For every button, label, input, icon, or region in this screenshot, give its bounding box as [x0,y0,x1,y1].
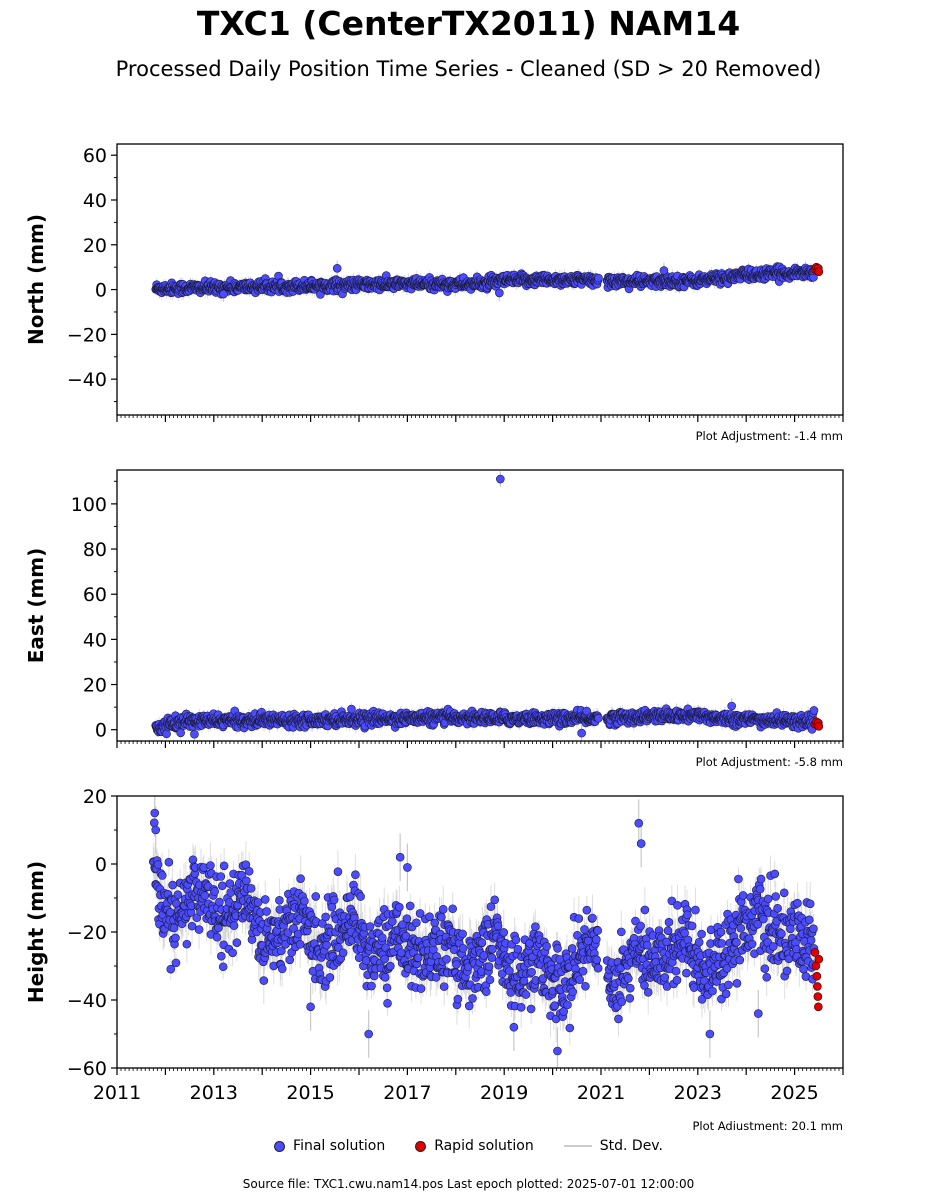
y-tick-label: −20 [67,324,107,346]
north-rapid-points [810,262,824,276]
y-tick-label: 0 [95,280,107,302]
final-point [162,729,171,739]
north-panel: −40 −20 0 20 40 60 North (mm) Plot Adjustment: … [24,143,844,443]
final-point [594,273,603,283]
north-final-points [151,262,819,299]
east-stddev-bars [155,471,815,741]
final-point [495,288,504,298]
final-point [176,728,185,738]
north-y-axis-label: North (mm) [24,214,48,345]
rapid-point [814,267,824,276]
north-plot-adjustment: Plot Adjustment: -1.4 mm [696,429,843,443]
y-tick-label: −40 [67,369,107,391]
chart-title: TXC1 (CenterTX2011) NAM14 [196,4,741,43]
y-tick-label: 20 [83,235,107,257]
final-point [659,266,669,275]
y-tick-label: 40 [83,190,107,212]
y-tick-label: 60 [83,145,107,167]
final-point [219,289,228,299]
final-point [347,704,356,714]
east-final-points [151,474,819,739]
final-point [332,264,342,273]
time-series-figure: −40 −20 0 20 40 60 North (mm) Plot Adjustment: … [24,143,844,1130]
chart-subtitle: Processed Daily Position Time Series - C… [115,57,822,81]
